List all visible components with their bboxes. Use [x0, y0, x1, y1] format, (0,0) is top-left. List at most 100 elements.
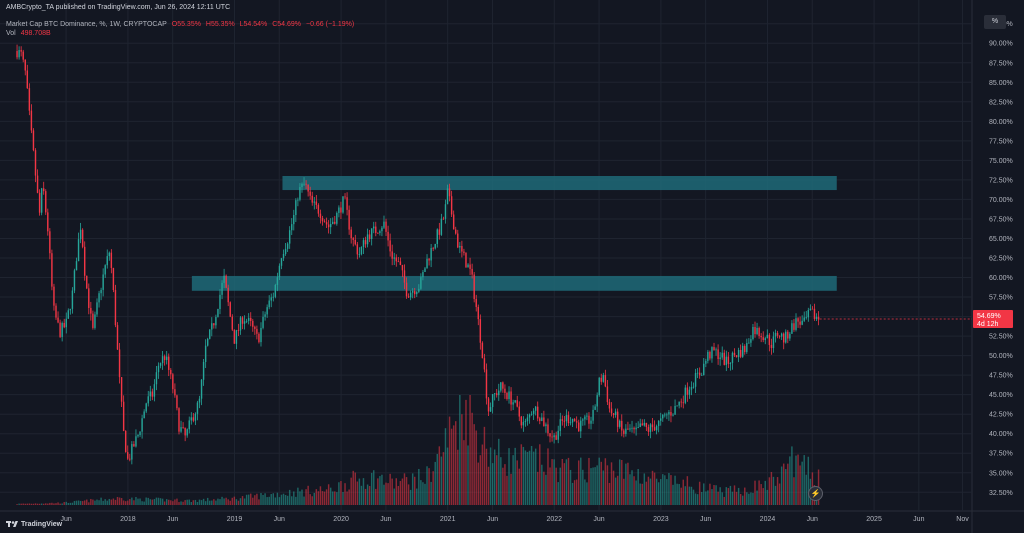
volume-bar — [202, 498, 205, 505]
candle-body — [616, 411, 619, 427]
candle-body — [317, 204, 320, 214]
volume-bar — [510, 473, 512, 505]
volume-bar — [28, 503, 31, 505]
volume-bar — [496, 455, 498, 505]
volume-bar — [299, 491, 301, 505]
candle-body — [59, 322, 61, 337]
volume-legend: Vol 498.708B — [6, 29, 54, 38]
candle-body — [426, 258, 428, 269]
candle-body — [508, 391, 510, 399]
candle-body — [537, 406, 539, 419]
volume-bar — [475, 430, 477, 505]
lower-resistance-zone — [191, 275, 837, 291]
volume-bar — [284, 494, 287, 505]
volume-bar — [717, 491, 719, 505]
candle-body — [715, 349, 717, 351]
volume-bar — [625, 463, 627, 505]
volume-bar — [133, 500, 135, 505]
price-axis[interactable]: 92.50%90.00%87.50%85.00%82.50%80.00%77.5… — [989, 21, 1013, 497]
volume-bar — [75, 500, 78, 505]
volume-bar — [155, 497, 158, 505]
candle-body — [442, 218, 445, 220]
time-axis[interactable]: Jun 2018 Jun 2019 Jun 2020 Jun 2021 Jun 2022 Jun 20… — [60, 516, 969, 523]
percent-scale-button[interactable]: % — [984, 15, 1006, 29]
candle-body — [672, 414, 674, 416]
volume-bar — [196, 501, 199, 505]
volume-bar — [659, 479, 662, 505]
candle-body — [297, 199, 299, 201]
volume-bar — [493, 449, 496, 505]
last-price-text: 54.69% — [977, 313, 1001, 320]
candle-body — [584, 416, 586, 420]
volume-bar — [30, 503, 33, 505]
tradingview-logo[interactable]: TradingView — [6, 520, 62, 528]
volume-bar — [707, 490, 709, 505]
volume-bar — [674, 475, 676, 505]
volume-bar — [715, 485, 717, 505]
volume-bar — [668, 473, 670, 505]
candle-body — [409, 292, 412, 298]
candle-body — [235, 330, 238, 344]
volume-bar — [174, 499, 176, 505]
volume-bar — [801, 461, 803, 505]
volume-bar — [680, 487, 682, 505]
volume-bar — [545, 474, 547, 505]
volume-bar — [313, 492, 316, 505]
volume-bar — [471, 412, 473, 505]
volume-bar — [479, 455, 482, 505]
candle-body — [727, 356, 730, 364]
volume-bar — [309, 494, 311, 505]
candle-body — [813, 308, 816, 320]
candle-body — [53, 286, 55, 306]
candle-body — [424, 268, 426, 273]
volume-bar — [116, 496, 119, 505]
volume-bar — [553, 459, 555, 505]
candle-body — [268, 300, 270, 308]
candle-body — [444, 204, 447, 219]
candle-body — [280, 258, 283, 266]
candle-body — [360, 247, 363, 255]
candle-body — [721, 352, 723, 358]
volume-bar — [719, 487, 721, 505]
volume-bar — [172, 501, 174, 505]
candle-body — [319, 213, 322, 219]
symbol-title[interactable]: Market Cap BTC Dominance, %, 1W, CRYPTOC… — [6, 21, 167, 28]
volume-bar — [405, 477, 408, 505]
volume-bar — [264, 493, 266, 505]
volume-bar — [686, 476, 689, 505]
candle-body — [662, 414, 664, 419]
candle-body — [791, 323, 793, 334]
y-tick-label: 77.50% — [989, 138, 1013, 145]
volume-bar — [461, 414, 463, 505]
candle-body — [625, 428, 627, 434]
volume-bar — [348, 489, 350, 505]
candle-body — [366, 234, 369, 245]
volume-bar — [213, 499, 215, 505]
x-tick-label: Jun — [487, 516, 498, 523]
volume-bar — [151, 499, 154, 505]
volume-bar — [559, 467, 561, 505]
candle-body — [127, 452, 129, 459]
y-tick-label: 82.50% — [989, 99, 1013, 106]
candle-body — [612, 413, 615, 416]
candle-body — [311, 195, 313, 203]
volume-bar — [700, 491, 703, 505]
y-tick-label: 32.50% — [989, 490, 1013, 497]
candle-body — [24, 59, 26, 71]
volume-label[interactable]: Vol — [6, 30, 16, 37]
volume-bar — [59, 503, 61, 505]
volume-bar — [592, 467, 594, 505]
candle-body — [411, 291, 414, 293]
volume-bar — [317, 491, 320, 505]
candle-body — [276, 277, 279, 285]
volume-bar — [379, 476, 381, 505]
lightning-icon[interactable]: ⚡ — [808, 486, 823, 501]
candle-body — [446, 188, 449, 205]
candle-body — [793, 323, 795, 330]
candle-body — [414, 291, 416, 295]
candle-body — [215, 316, 217, 326]
x-tick-label: Jun — [274, 516, 285, 523]
volume-bar — [159, 498, 162, 505]
candle-body — [323, 221, 326, 223]
